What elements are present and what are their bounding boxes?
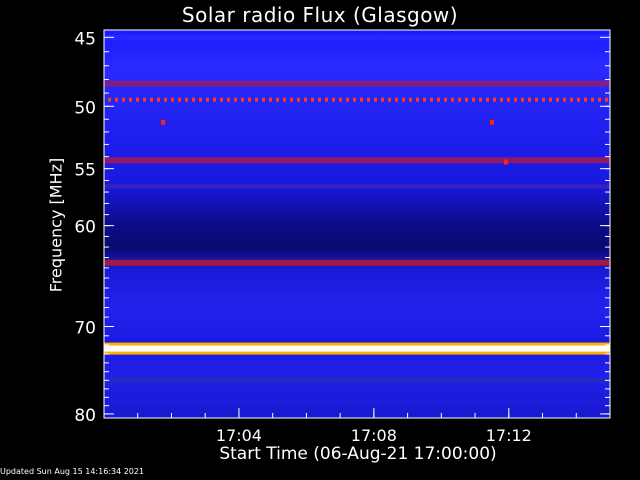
band-spike bbox=[493, 97, 496, 102]
band-spike bbox=[171, 97, 174, 102]
plot-frame bbox=[103, 29, 611, 419]
band-spike bbox=[472, 97, 475, 102]
frequency-band bbox=[104, 259, 610, 266]
x-axis-label: Start Time (06-Aug-21 17:00:00) bbox=[219, 444, 497, 464]
band-spike bbox=[283, 97, 286, 102]
burst-spot bbox=[489, 119, 494, 125]
band-spike bbox=[451, 97, 454, 102]
band-spike bbox=[360, 97, 363, 102]
y-tick-label: 45 bbox=[74, 29, 96, 49]
band-spike bbox=[423, 97, 426, 102]
band-spike bbox=[402, 97, 405, 102]
band-spike bbox=[192, 97, 195, 102]
band-spike bbox=[367, 97, 370, 102]
band-spike bbox=[290, 97, 293, 102]
frequency-band bbox=[104, 378, 610, 383]
band-spike bbox=[262, 97, 265, 102]
y-tick-label: 55 bbox=[74, 161, 96, 181]
updated-timestamp: Updated Sun Aug 15 14:16:34 2021 bbox=[0, 467, 145, 476]
band-spike bbox=[164, 97, 167, 102]
band-spike bbox=[542, 97, 545, 102]
band-spike bbox=[577, 97, 580, 102]
band-spike bbox=[227, 97, 230, 102]
band-spike bbox=[430, 97, 433, 102]
band-spike bbox=[416, 97, 419, 102]
band-spike bbox=[199, 97, 202, 102]
band-spike bbox=[213, 97, 216, 102]
frequency-band bbox=[104, 34, 610, 40]
x-tick-label: 17:04 bbox=[216, 426, 262, 445]
band-spike bbox=[129, 97, 132, 102]
band-spike bbox=[444, 97, 447, 102]
band-spike bbox=[395, 97, 398, 102]
band-spike bbox=[346, 97, 349, 102]
band-spike bbox=[514, 97, 517, 102]
y-tick-label: 80 bbox=[74, 406, 96, 426]
burst-spot bbox=[161, 119, 166, 125]
band-spike bbox=[304, 97, 307, 102]
band-spike bbox=[521, 97, 524, 102]
band-spike bbox=[528, 97, 531, 102]
band-spike bbox=[388, 97, 391, 102]
y-tick-label: 70 bbox=[74, 319, 96, 339]
band-spike bbox=[269, 97, 272, 102]
x-tick-label: 17:12 bbox=[486, 426, 532, 445]
band-spike bbox=[234, 97, 237, 102]
band-spike bbox=[311, 97, 314, 102]
band-spike bbox=[318, 97, 321, 102]
chart-title: Solar radio Flux (Glasgow) bbox=[181, 3, 459, 27]
band-spike bbox=[255, 97, 258, 102]
band-spike bbox=[374, 97, 377, 102]
band-spike bbox=[178, 97, 181, 102]
band-spike bbox=[143, 97, 146, 102]
band-spike bbox=[591, 97, 594, 102]
band-spike bbox=[479, 97, 482, 102]
y-tick-label: 50 bbox=[74, 98, 96, 118]
band-spike bbox=[437, 97, 440, 102]
band-spike bbox=[556, 97, 559, 102]
band-spike bbox=[241, 97, 244, 102]
band-spike bbox=[185, 97, 188, 102]
band-spike bbox=[409, 97, 412, 102]
x-tick-label: 17:08 bbox=[351, 426, 397, 445]
frequency-band bbox=[104, 184, 610, 189]
y-axis-label: Frequency [MHz] bbox=[46, 157, 66, 293]
band-spike bbox=[220, 97, 223, 102]
band-spike bbox=[465, 97, 468, 102]
band-spike bbox=[381, 97, 384, 102]
band-spike bbox=[206, 97, 209, 102]
band-spike bbox=[325, 97, 328, 102]
band-spike bbox=[332, 97, 335, 102]
band-spike bbox=[563, 97, 566, 102]
band-spike bbox=[339, 97, 342, 102]
band-spike bbox=[535, 97, 538, 102]
band-spike bbox=[570, 97, 573, 102]
band-spike bbox=[122, 97, 125, 102]
band-spike bbox=[549, 97, 552, 102]
band-spike bbox=[115, 97, 118, 102]
band-spike bbox=[150, 97, 153, 102]
band-spike bbox=[248, 97, 251, 102]
band-spike bbox=[605, 97, 608, 102]
band-spike bbox=[297, 97, 300, 102]
frequency-band bbox=[104, 80, 610, 87]
band-core bbox=[104, 345, 610, 352]
band-spike bbox=[108, 97, 111, 102]
frequency-band bbox=[104, 157, 610, 164]
spectrogram-background bbox=[104, 30, 610, 418]
band-spike bbox=[486, 97, 489, 102]
band-spike bbox=[598, 97, 601, 102]
band-spike bbox=[353, 97, 356, 102]
band-spike bbox=[507, 97, 510, 102]
band-spike bbox=[458, 97, 461, 102]
y-tick-label: 60 bbox=[74, 218, 96, 238]
band-spike bbox=[157, 97, 160, 102]
band-spike bbox=[136, 97, 139, 102]
band-spike bbox=[584, 97, 587, 102]
band-spike bbox=[500, 97, 503, 102]
band-spike bbox=[276, 97, 279, 102]
burst-spot bbox=[503, 159, 508, 165]
